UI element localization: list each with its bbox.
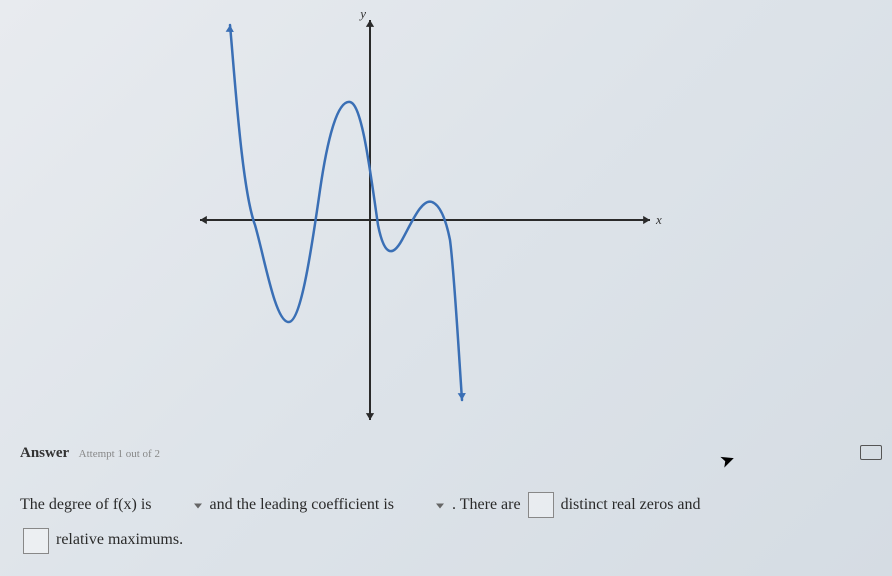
zeros-input[interactable]	[528, 492, 554, 518]
text-degree: The degree of f(x) is	[20, 496, 152, 513]
answer-label: Answer	[20, 445, 69, 461]
answer-header: Answer Attempt 1 out of 2	[20, 445, 872, 462]
text-zeros: distinct real zeros and	[561, 496, 701, 513]
svg-text:x: x	[655, 212, 662, 227]
attempt-label: Attempt 1 out of 2	[79, 448, 160, 460]
answer-section: Answer Attempt 1 out of 2 The degree of …	[20, 445, 872, 557]
leading-coeff-dropdown[interactable]	[398, 503, 448, 507]
text-leading: and the leading coefficient is	[210, 496, 395, 513]
polynomial-graph: xy	[170, 10, 690, 430]
svg-text:y: y	[358, 10, 366, 21]
answer-sentence: The degree of f(x) is and the leading co…	[20, 487, 872, 557]
text-maximums: relative maximums.	[56, 531, 183, 548]
maximums-input[interactable]	[23, 528, 49, 554]
text-there-are: . There are	[452, 496, 521, 513]
degree-dropdown[interactable]	[156, 503, 206, 507]
graph-svg: xy	[170, 10, 690, 430]
